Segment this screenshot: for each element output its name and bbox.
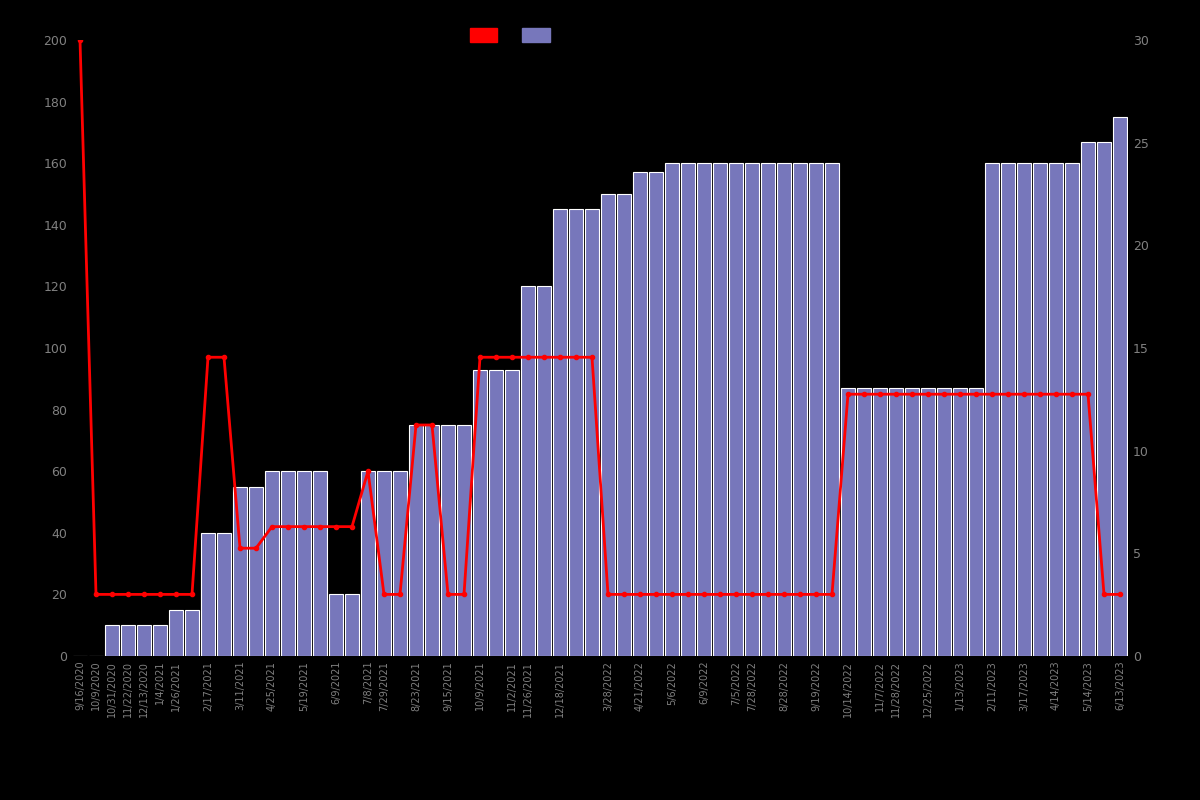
Bar (761, 163, 775, 656)
Bar (121, 626, 134, 656)
Bar (457, 425, 470, 656)
Bar (985, 163, 998, 656)
Bar (826, 163, 839, 656)
Bar (233, 486, 247, 656)
Bar (490, 370, 503, 656)
Bar (937, 388, 950, 656)
Bar (745, 163, 758, 656)
Bar (106, 626, 119, 656)
Bar (154, 626, 167, 656)
Bar (1081, 142, 1094, 656)
Bar (313, 471, 326, 656)
Bar (281, 471, 295, 656)
Bar (1033, 163, 1046, 656)
Bar (601, 194, 614, 656)
Bar (346, 594, 359, 656)
Bar (970, 388, 983, 656)
Bar (905, 388, 919, 656)
Bar (298, 471, 311, 656)
Bar (953, 388, 967, 656)
Bar (1114, 117, 1127, 656)
Bar (634, 173, 647, 656)
Bar (1097, 142, 1111, 656)
Bar (841, 388, 854, 656)
Bar (889, 388, 902, 656)
Bar (538, 286, 551, 656)
Bar (377, 471, 391, 656)
Bar (505, 370, 518, 656)
Bar (1049, 163, 1063, 656)
Bar (697, 163, 710, 656)
Bar (202, 533, 215, 656)
Bar (553, 210, 566, 656)
Bar (169, 610, 182, 656)
Bar (922, 388, 935, 656)
Bar (682, 163, 695, 656)
Bar (569, 210, 583, 656)
Bar (473, 370, 487, 656)
Bar (713, 163, 727, 656)
Bar (394, 471, 407, 656)
Bar (857, 388, 871, 656)
Bar (649, 173, 662, 656)
Bar (329, 594, 343, 656)
Bar (793, 163, 806, 656)
Bar (217, 533, 230, 656)
Bar (586, 210, 599, 656)
Bar (137, 626, 151, 656)
Bar (265, 471, 278, 656)
Bar (1001, 163, 1015, 656)
Bar (874, 388, 887, 656)
Bar (425, 425, 439, 656)
Bar (521, 286, 535, 656)
Bar (730, 163, 743, 656)
Bar (617, 194, 631, 656)
Legend: , : , (464, 22, 566, 48)
Bar (665, 163, 679, 656)
Bar (409, 425, 422, 656)
Bar (185, 610, 199, 656)
Bar (809, 163, 823, 656)
Bar (1066, 163, 1079, 656)
Bar (361, 471, 374, 656)
Bar (778, 163, 791, 656)
Bar (250, 486, 263, 656)
Bar (442, 425, 455, 656)
Bar (1018, 163, 1031, 656)
